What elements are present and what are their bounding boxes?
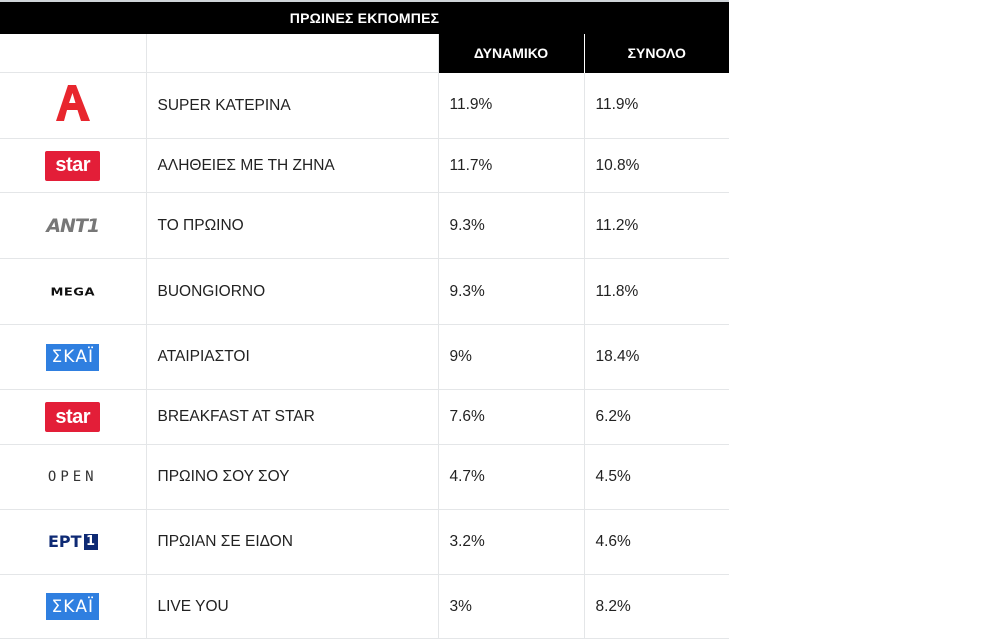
- table-row: MEGA BUONGIORNO 9.3% 11.8%: [0, 258, 729, 325]
- dynamic-value: 9.3%: [438, 258, 585, 325]
- dynamic-value: 9.3%: [438, 192, 585, 259]
- table-row: ΕΡΤ 1 ΠΡΩΙΑΝ ΣΕ ΕΙΔΟΝ 3.2% 4.6%: [0, 509, 729, 575]
- channel-logo-cell: star: [0, 138, 147, 193]
- total-value: 18.4%: [584, 324, 729, 390]
- total-value: 4.6%: [584, 509, 729, 575]
- table-row: OPEN ΠΡΩΙΝΟ ΣΟΥ ΣΟΥ 4.7% 4.5%: [0, 444, 729, 510]
- channel-logo-cell: ΣΚΑΪ: [0, 324, 147, 390]
- show-name: ΑΤΑΙΡΙΑΣΤΟΙ: [146, 324, 439, 390]
- ert-logo-text: ΕΡΤ: [47, 532, 82, 551]
- channel-logo-cell: [0, 72, 147, 139]
- total-value: 4.5%: [584, 444, 729, 510]
- table-row: ΣΚΑΪ ΑΤΑΙΡΙΑΣΤΟΙ 9% 18.4%: [0, 324, 729, 390]
- dynamic-value: 11.9%: [438, 72, 585, 139]
- table-row: star ΑΛΗΘΕΙΕΣ ΜΕ ΤΗ ΖΗΝΑ 11.7% 10.8%: [0, 138, 729, 193]
- header-total: ΣΥΝΟΛΟ: [583, 34, 729, 73]
- show-name: SUPER ΚΑΤΕΡΙΝΑ: [146, 72, 439, 139]
- channel-logo-cell: MEGA: [0, 258, 147, 325]
- ratings-table: ΔΥΝΑΜΙΚΟ ΣΥΝΟΛΟ SUPER ΚΑΤΕΡΙΝΑ 11.9% 11.…: [0, 34, 729, 639]
- header-show-cell: [146, 34, 439, 73]
- table-row: ANT1 ΤΟ ΠΡΩΙΝΟ 9.3% 11.2%: [0, 192, 729, 259]
- channel-logo-cell: ΕΡΤ 1: [0, 509, 147, 575]
- dynamic-value: 4.7%: [438, 444, 585, 510]
- ant1-logo-icon: ANT1: [46, 214, 100, 237]
- dynamic-value: 9%: [438, 324, 585, 390]
- total-value: 11.2%: [584, 192, 729, 259]
- show-name: ΤΟ ΠΡΩΙΝΟ: [146, 192, 439, 259]
- alpha-logo-icon: [54, 83, 92, 123]
- total-value: 6.2%: [584, 389, 729, 445]
- show-name: ΠΡΩΙΝΟ ΣΟΥ ΣΟΥ: [146, 444, 439, 510]
- dynamic-value: 3%: [438, 574, 585, 639]
- dynamic-value: 11.7%: [438, 138, 585, 193]
- dynamic-value: 7.6%: [438, 389, 585, 445]
- show-name: LIVE YOU: [146, 574, 439, 639]
- skai-logo-icon: ΣΚΑΪ: [46, 343, 100, 371]
- show-name: BREAKFAST AT STAR: [146, 389, 439, 445]
- header-row: ΔΥΝΑΜΙΚΟ ΣΥΝΟΛΟ: [0, 34, 729, 73]
- star-logo-icon: star: [45, 150, 101, 181]
- header-logo-cell: [0, 34, 147, 73]
- total-value: 11.9%: [584, 72, 729, 139]
- table-row: ΣΚΑΪ LIVE YOU 3% 8.2%: [0, 574, 729, 639]
- show-name: BUONGIORNO: [146, 258, 439, 325]
- total-value: 11.8%: [584, 258, 729, 325]
- channel-logo-cell: ANT1: [0, 192, 147, 259]
- open-logo-icon: OPEN: [47, 469, 98, 485]
- table-row: star BREAKFAST AT STAR 7.6% 6.2%: [0, 389, 729, 445]
- dynamic-value: 3.2%: [438, 509, 585, 575]
- mega-logo-icon: MEGA: [50, 286, 96, 298]
- star-logo-icon: star: [45, 402, 101, 432]
- channel-logo-cell: star: [0, 389, 147, 445]
- table-row: SUPER ΚΑΤΕΡΙΝΑ 11.9% 11.9%: [0, 72, 729, 139]
- skai-logo-icon: ΣΚΑΪ: [46, 593, 100, 620]
- ert1-logo-icon: ΕΡΤ 1: [48, 532, 98, 551]
- show-name: ΠΡΩΙΑΝ ΣΕ ΕΙΔΟΝ: [146, 509, 439, 575]
- total-value: 8.2%: [584, 574, 729, 639]
- channel-logo-cell: OPEN: [0, 444, 147, 510]
- table-title: ΠΡΩΙΝΕΣ ΕΚΠΟΜΠΕΣ: [0, 0, 729, 34]
- channel-logo-cell: ΣΚΑΪ: [0, 574, 147, 639]
- ratings-table-container: ΠΡΩΙΝΕΣ ΕΚΠΟΜΠΕΣ ΔΥΝΑΜΙΚΟ ΣΥΝΟΛΟ: [0, 0, 729, 639]
- header-dynamic: ΔΥΝΑΜΙΚΟ: [437, 34, 584, 73]
- show-name: ΑΛΗΘΕΙΕΣ ΜΕ ΤΗ ΖΗΝΑ: [146, 138, 439, 193]
- total-value: 10.8%: [584, 138, 729, 193]
